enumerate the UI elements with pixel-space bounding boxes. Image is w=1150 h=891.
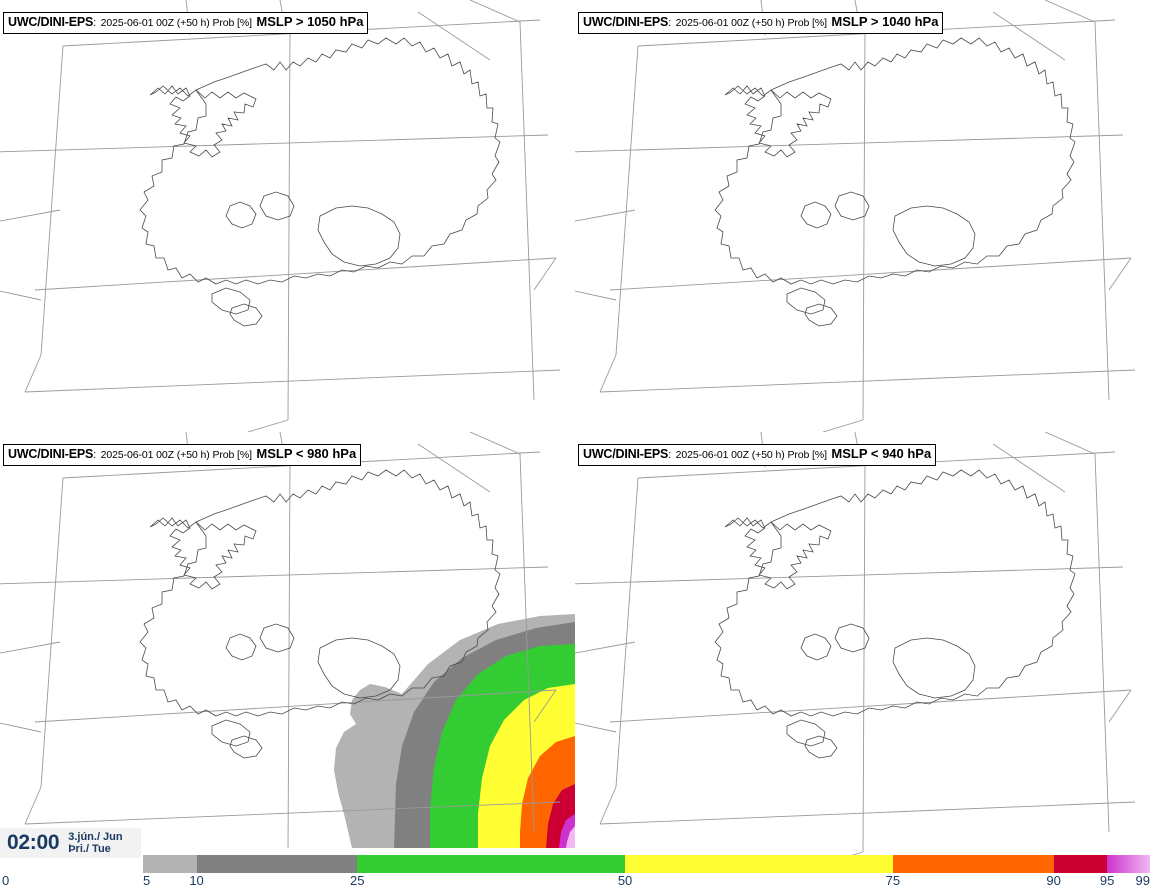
title-separator: :: [668, 449, 672, 461]
panel-title-plate: UWC/DINI-EPS: 2025-06-01 00Z (+50 h) Pro…: [578, 12, 944, 34]
valid-time-date-line: 3.jún./ Jun: [68, 830, 123, 843]
parameter-label: MSLP < 940 hPa: [831, 446, 932, 461]
valid-time-date: 3.jún./ Jun Þri./ Tue: [68, 831, 122, 856]
colorbar-segment: [357, 855, 626, 873]
colorbar-tick-25: 25: [350, 873, 365, 888]
colorbar-tick-labels: 0 5 10 25 50 75 90 95 99: [0, 873, 1150, 891]
colorbar-segment: [196, 855, 358, 873]
graticule-lines: [0, 432, 561, 848]
graticule-lines: [575, 432, 1136, 864]
parameter-label: MSLP < 980 hPa: [256, 446, 357, 461]
colorbar-segment: [143, 855, 197, 873]
colorbar-tick-99: 99: [1135, 873, 1150, 888]
iceland-coastline: [139, 469, 501, 759]
run-label: 2025-06-01 00Z (+50 h) Prob [%]: [675, 17, 827, 29]
chart-panel-grid: UWC/DINI-EPS: 2025-06-01 00Z (+50 h) Pro…: [0, 0, 1150, 864]
probability-shading: [334, 614, 575, 848]
valid-time-badge: 02:00 3.jún./ Jun Þri./ Tue: [0, 828, 141, 858]
map-canvas: [575, 432, 1150, 864]
panel-title-plate: UWC/DINI-EPS: 2025-06-01 00Z (+50 h) Pro…: [578, 444, 937, 466]
valid-time-clock: 02:00: [7, 831, 60, 854]
prob-band-core-99: [566, 826, 575, 848]
model-label: UWC/DINI-EPS: [583, 447, 669, 461]
probability-colorbar[interactable]: 0 5 10 25 50 75 90 95 99: [0, 855, 1150, 891]
title-separator: :: [668, 17, 672, 29]
run-label: 2025-06-01 00Z (+50 h) Prob [%]: [100, 17, 252, 29]
iceland-map-svg: [575, 432, 1136, 864]
colorbar-tick-95: 95: [1099, 873, 1115, 888]
model-label: UWC/DINI-EPS: [583, 15, 669, 29]
colorbar-segment: [625, 855, 893, 873]
map-panel-mslp-lt-940[interactable]: UWC/DINI-EPS: 2025-06-01 00Z (+50 h) Pro…: [575, 432, 1150, 864]
map-canvas: [0, 0, 575, 432]
model-label: UWC/DINI-EPS: [8, 447, 94, 461]
iceland-map-svg: [0, 432, 575, 848]
map-panel-mslp-gt-1040[interactable]: UWC/DINI-EPS: 2025-06-01 00Z (+50 h) Pro…: [575, 0, 1150, 432]
title-separator: :: [93, 449, 97, 461]
colorbar-segment: [1107, 855, 1150, 873]
graticule-lines: [575, 0, 1136, 432]
colorbar-tick-50: 50: [617, 873, 633, 888]
title-separator: :: [93, 17, 97, 29]
iceland-coastline: [714, 469, 1076, 759]
iceland-map-svg: [575, 0, 1136, 432]
iceland-coastline: [139, 37, 501, 327]
colorbar-tick-75: 75: [885, 873, 901, 888]
map-canvas: [575, 0, 1150, 432]
map-panel-mslp-gt-1050[interactable]: UWC/DINI-EPS: 2025-06-01 00Z (+50 h) Pro…: [0, 0, 575, 432]
colorbar-tick-0: 0: [2, 873, 10, 888]
map-canvas: [0, 432, 575, 864]
run-label: 2025-06-01 00Z (+50 h) Prob [%]: [100, 449, 252, 461]
colorbar-segment: [892, 855, 1054, 873]
panel-title-plate: UWC/DINI-EPS: 2025-06-01 00Z (+50 h) Pro…: [3, 12, 369, 34]
map-panel-mslp-lt-980[interactable]: UWC/DINI-EPS: 2025-06-01 00Z (+50 h) Pro…: [0, 432, 575, 864]
colorbar-strip: [143, 855, 1150, 873]
colorbar-tick-5: 5: [143, 873, 151, 888]
model-label: UWC/DINI-EPS: [8, 15, 94, 29]
iceland-coastline: [714, 37, 1076, 327]
parameter-label: MSLP > 1040 hPa: [831, 14, 939, 29]
run-label: 2025-06-01 00Z (+50 h) Prob [%]: [675, 449, 827, 461]
valid-time-weekday-line: Þri./ Tue: [68, 843, 111, 855]
iceland-map-svg: [0, 0, 561, 432]
parameter-label: MSLP > 1050 hPa: [256, 14, 364, 29]
colorbar-segment: [1053, 855, 1108, 873]
colorbar-tick-10: 10: [189, 873, 204, 888]
colorbar-tick-90: 90: [1046, 873, 1061, 888]
graticule-lines: [0, 0, 561, 432]
panel-title-plate: UWC/DINI-EPS: 2025-06-01 00Z (+50 h) Pro…: [3, 444, 362, 466]
